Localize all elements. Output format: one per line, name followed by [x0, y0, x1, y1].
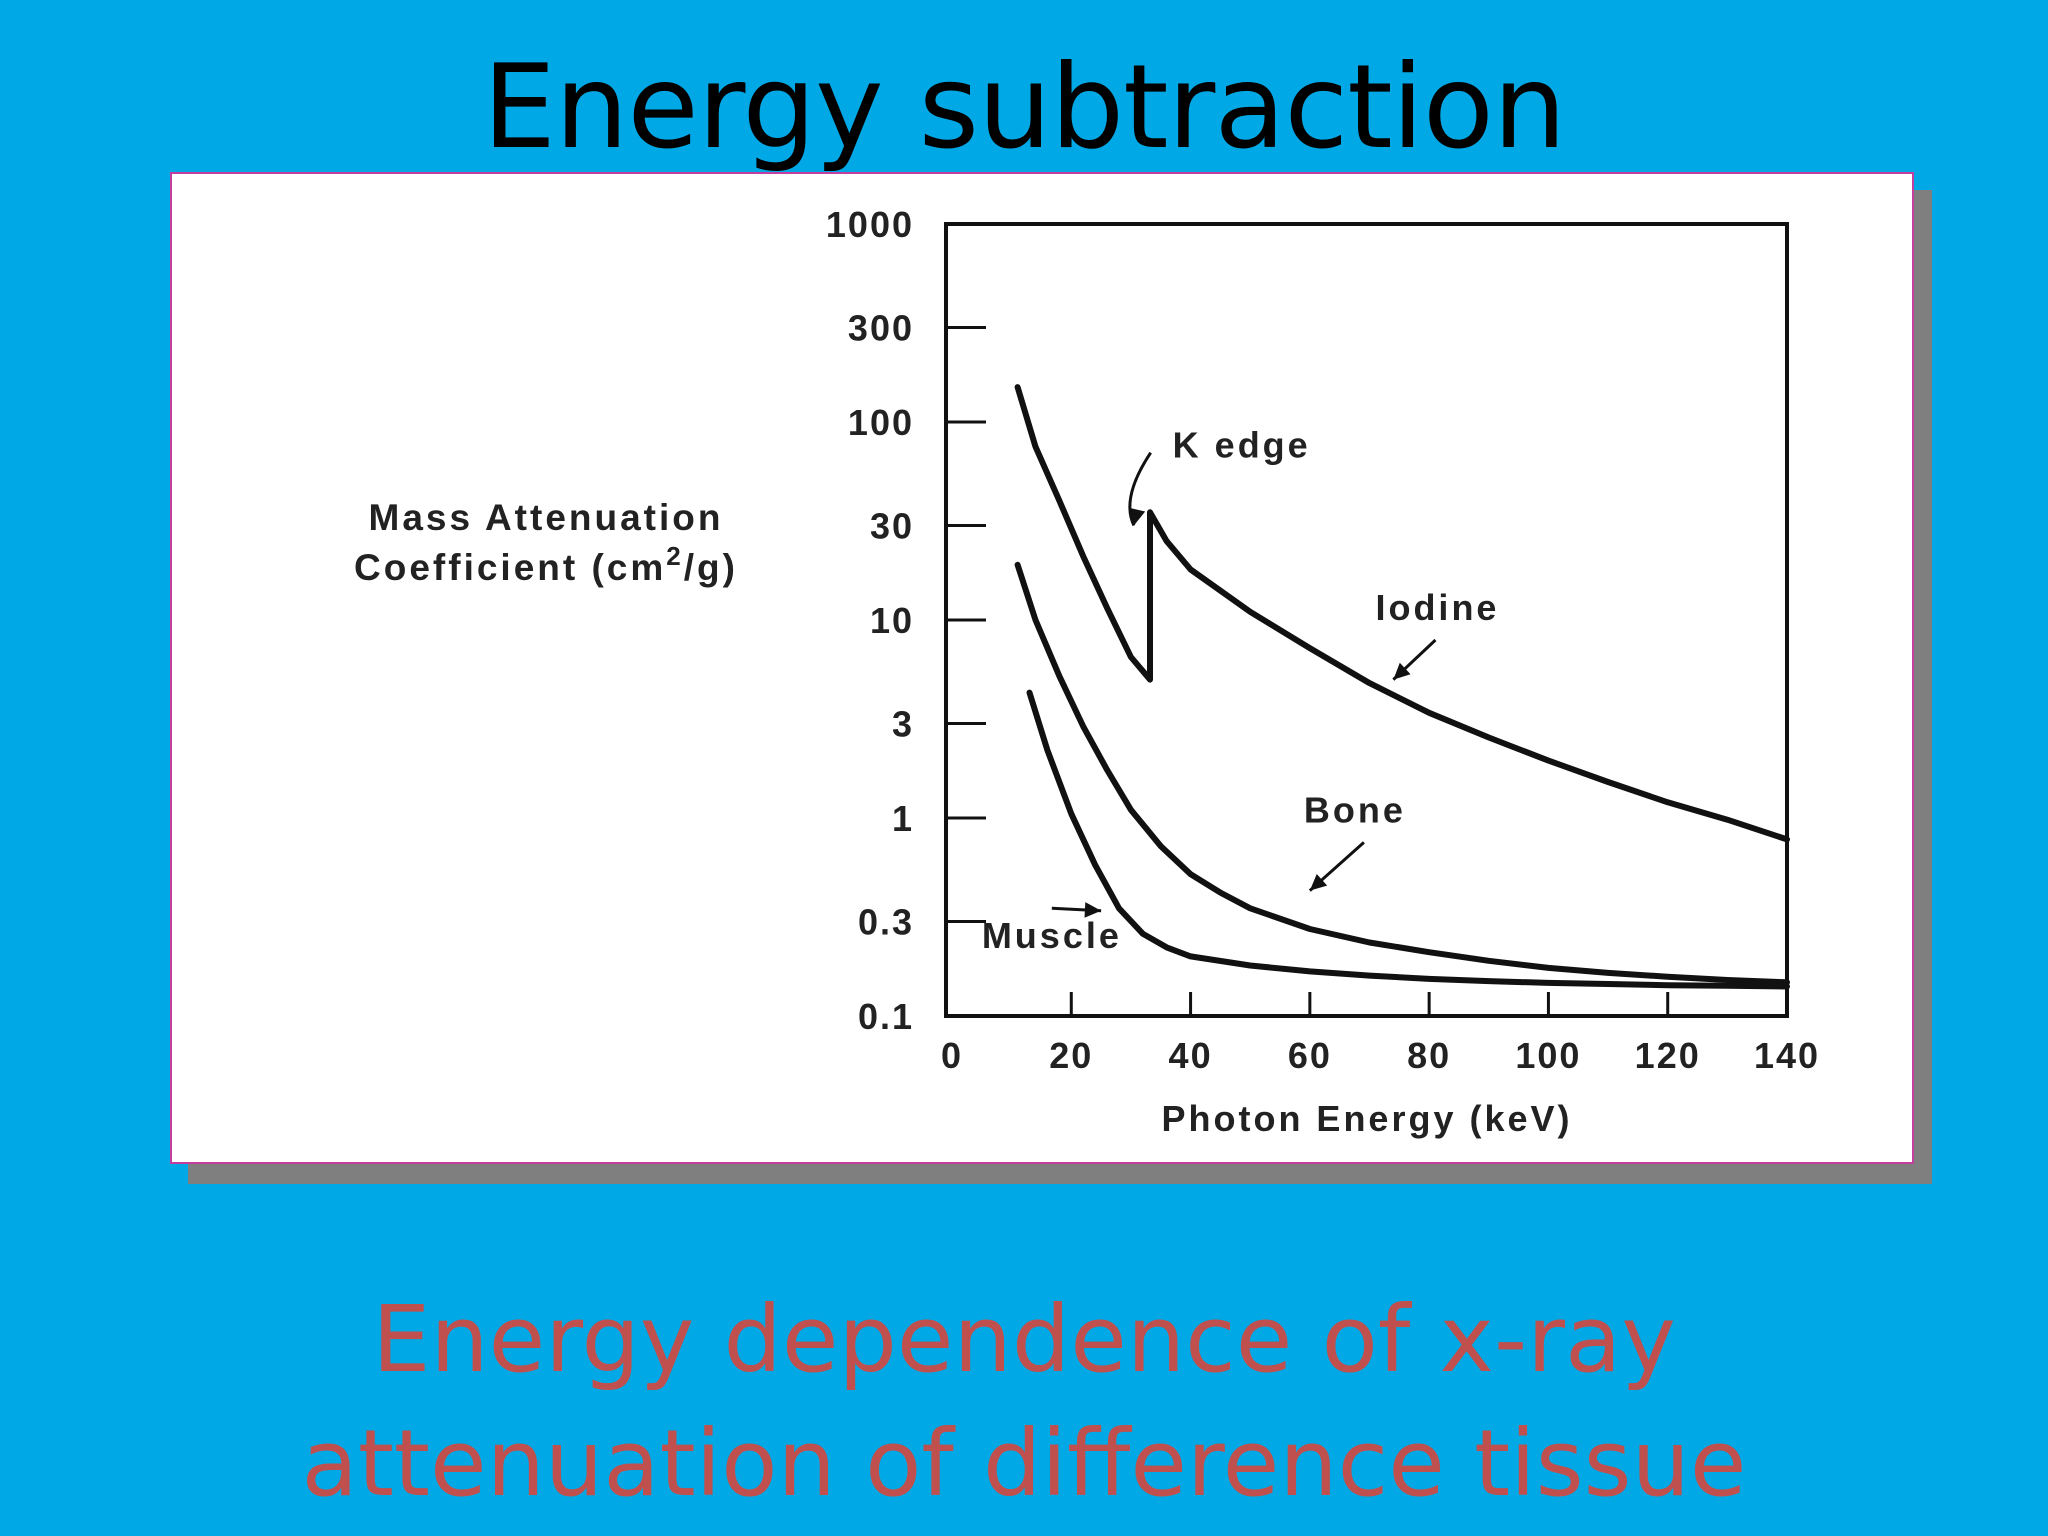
y-tick-label: 10: [870, 600, 914, 641]
x-tick-label: 140: [1754, 1035, 1820, 1076]
y-tick-label: 300: [848, 308, 914, 349]
x-tick-label: 60: [1288, 1035, 1332, 1076]
slide-title: Energy subtraction: [482, 40, 1567, 175]
y-axis-label-line2: Coefficient (cm2/g): [354, 541, 738, 588]
series-line-bone: [1014, 561, 1790, 986]
arrowhead: [1129, 507, 1146, 526]
annotation-label: Iodine: [1375, 587, 1499, 628]
annotation-label: Bone: [1304, 789, 1406, 830]
x-tick-label: 40: [1169, 1035, 1213, 1076]
caption-line: Energy dependence of x-ray: [372, 1286, 1676, 1393]
arrowhead: [1393, 662, 1411, 680]
y-tick-label: 30: [870, 506, 914, 547]
series-line-iodine: [1014, 384, 1790, 843]
y-tick-label: 3: [892, 704, 914, 745]
x-tick-label: 100: [1515, 1035, 1581, 1076]
arrowhead: [1309, 873, 1328, 891]
x-tick-label: 20: [1049, 1035, 1093, 1076]
figure-panel: 0.1 0.3 1 3 10 30 100 300 1000 0 20 40 60 80 100 120 14…: [170, 172, 1914, 1164]
y-tick-label: 100: [848, 402, 914, 443]
y-tick-label: 1: [892, 798, 914, 839]
x-tick-label: 0: [941, 1035, 963, 1076]
y-tick-label: 0.3: [858, 902, 914, 943]
y-tick-label: 1000: [826, 204, 914, 245]
y-axis-label-line1: Mass Attenuation: [369, 497, 724, 538]
slide-caption: Energy dependence of x-ray attenuation of…: [0, 1278, 2048, 1526]
attenuation-chart: 0.1 0.3 1 3 10 30 100 300 1000 0 20 40 60 80 100 120 14…: [354, 204, 1820, 1139]
x-tick-label: 80: [1407, 1035, 1451, 1076]
y-tick-label: 0.1: [858, 996, 914, 1037]
caption-line: attenuation of difference tissue: [301, 1410, 1747, 1517]
x-axis-label: Photon Energy (keV): [1161, 1098, 1572, 1139]
annotation-label: Muscle: [982, 915, 1122, 956]
x-tick-label: 120: [1635, 1035, 1701, 1076]
plot-frame: [944, 222, 1789, 1018]
annotation-label: K edge: [1173, 425, 1311, 466]
arrowhead: [1084, 902, 1102, 918]
series-line-muscle: [1026, 689, 1790, 990]
annotation-arrow: [1128, 451, 1152, 527]
